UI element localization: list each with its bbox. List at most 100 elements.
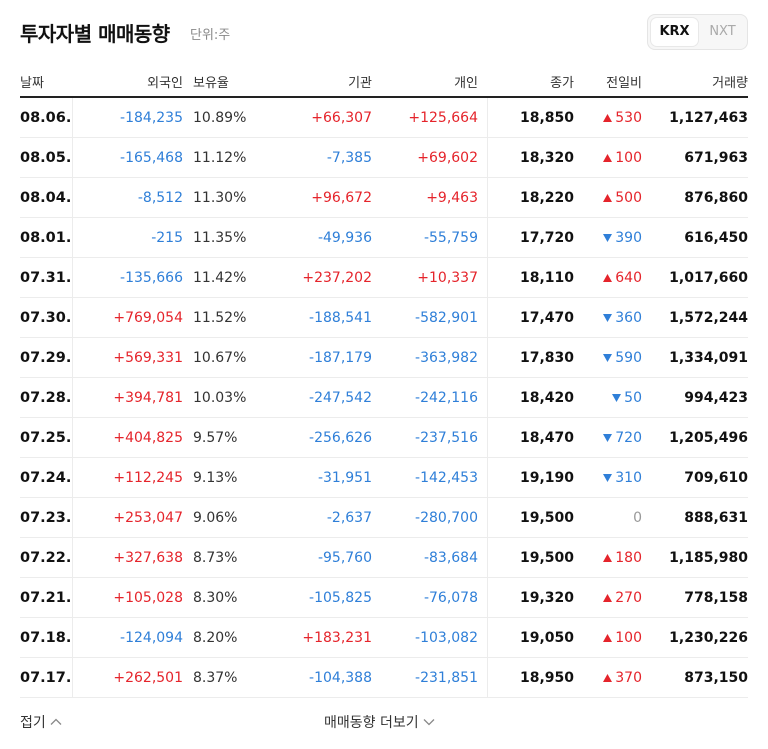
row-institution: +96,672 [311, 189, 372, 206]
row-holding: 8.73% [193, 549, 238, 566]
row-date: 07.21. [20, 589, 72, 606]
row-individual: -103,082 [415, 629, 478, 646]
row-change: 590 [584, 338, 642, 377]
chevron-down-icon [423, 719, 435, 726]
row-divider [72, 98, 73, 137]
row-volume: 1,127,463 [669, 109, 748, 126]
row-institution: -104,388 [309, 669, 372, 686]
up-triangle-icon [603, 593, 613, 602]
row-individual: +10,337 [417, 269, 478, 286]
row-individual: -242,116 [415, 389, 478, 406]
table-row: 07.23. +253,047 9.06% -2,637 -280,700 19,500 0… [20, 498, 748, 538]
col-date: 날짜 [20, 75, 44, 91]
row-divider [72, 618, 73, 657]
row-close: 17,470 [519, 309, 574, 326]
table-row: 08.06. -184,235 10.89% +66,307 +125,664 18,85… [20, 98, 748, 138]
row-close: 18,470 [519, 429, 574, 446]
row-volume: 1,185,980 [669, 549, 748, 566]
table-row: 07.18. -124,094 8.20% +183,231 -103,082 19,05… [20, 618, 748, 658]
table-body: 08.06. -184,235 10.89% +66,307 +125,664 18,85… [20, 98, 748, 698]
row-close: 19,190 [519, 469, 574, 486]
row-close: 17,830 [519, 349, 574, 366]
row-holding: 9.57% [193, 429, 238, 446]
row-change: 100 [584, 618, 642, 657]
row-holding: 11.35% [193, 229, 247, 246]
row-change-value: 100 [615, 629, 642, 646]
row-foreign: +112,245 [113, 469, 183, 486]
row-date: 07.17. [20, 669, 72, 686]
more-trend-button[interactable]: 매매동향 더보기 [324, 712, 436, 732]
row-foreign: +327,638 [113, 549, 183, 566]
row-volume: 888,631 [684, 509, 748, 526]
row-divider [487, 138, 488, 177]
row-volume: 873,150 [684, 669, 748, 686]
row-divider [487, 538, 488, 577]
col-foreign: 외국인 [147, 75, 183, 91]
nxt-tab[interactable]: NXT [709, 24, 736, 39]
row-institution: -49,936 [317, 229, 372, 246]
row-holding: 10.03% [193, 389, 247, 406]
row-institution: +183,231 [302, 629, 372, 646]
row-volume: 616,450 [684, 229, 748, 246]
row-divider [487, 258, 488, 297]
row-volume: 709,610 [684, 469, 748, 486]
krx-tab[interactable]: KRX [651, 18, 698, 46]
row-foreign: -165,468 [120, 149, 183, 166]
row-individual: -55,759 [423, 229, 478, 246]
row-holding: 11.30% [193, 189, 247, 206]
footer: 접기 매매동향 더보기 [20, 710, 748, 734]
row-change: 50 [584, 378, 642, 417]
row-close: 19,320 [519, 589, 574, 606]
row-foreign: +394,781 [113, 389, 183, 406]
row-divider [487, 178, 488, 217]
row-change: 390 [584, 218, 642, 257]
row-individual: -280,700 [415, 509, 478, 526]
table-row: 07.25. +404,825 9.57% -256,626 -237,516 18,47… [20, 418, 748, 458]
row-divider [72, 138, 73, 177]
row-divider [487, 578, 488, 617]
up-triangle-icon [603, 633, 613, 642]
row-divider [487, 338, 488, 377]
fold-button[interactable]: 접기 [20, 712, 63, 732]
row-holding: 11.42% [193, 269, 247, 286]
row-foreign: +262,501 [113, 669, 183, 686]
row-institution: -256,626 [309, 429, 372, 446]
row-date: 08.04. [20, 189, 72, 206]
row-change-value: 100 [615, 149, 642, 166]
down-triangle-icon [603, 433, 613, 442]
row-individual: -582,901 [415, 309, 478, 326]
row-divider [487, 618, 488, 657]
row-change-value: 360 [615, 309, 642, 326]
col-individual: 개인 [454, 75, 478, 91]
row-close: 18,110 [519, 269, 574, 286]
row-date: 08.01. [20, 229, 72, 246]
row-divider [72, 418, 73, 457]
row-date: 07.31. [20, 269, 72, 286]
row-individual: -237,516 [415, 429, 478, 446]
up-triangle-icon [603, 113, 613, 122]
row-foreign: -124,094 [120, 629, 183, 646]
row-divider [72, 458, 73, 497]
row-volume: 994,423 [684, 389, 748, 406]
row-change: 270 [584, 578, 642, 617]
row-institution: -247,542 [309, 389, 372, 406]
row-foreign: -215 [151, 229, 183, 246]
row-individual: +69,602 [417, 149, 478, 166]
row-date: 07.28. [20, 389, 72, 406]
row-holding: 11.12% [193, 149, 247, 166]
row-institution: -31,951 [317, 469, 372, 486]
row-date: 07.30. [20, 309, 72, 326]
down-triangle-icon [603, 313, 613, 322]
col-close: 종가 [550, 75, 574, 91]
row-divider [72, 658, 73, 697]
row-foreign: -184,235 [120, 109, 183, 126]
up-triangle-icon [603, 673, 613, 682]
row-volume: 876,860 [684, 189, 748, 206]
row-institution: -187,179 [309, 349, 372, 366]
investor-trend-table: 날짜 외국인 보유율 기관 개인 종가 전일비 거래량 08.06. -184,2… [20, 66, 748, 698]
row-individual: -76,078 [423, 589, 478, 606]
row-volume: 671,963 [684, 149, 748, 166]
row-close: 18,420 [519, 389, 574, 406]
up-triangle-icon [603, 193, 613, 202]
row-close: 19,500 [519, 549, 574, 566]
